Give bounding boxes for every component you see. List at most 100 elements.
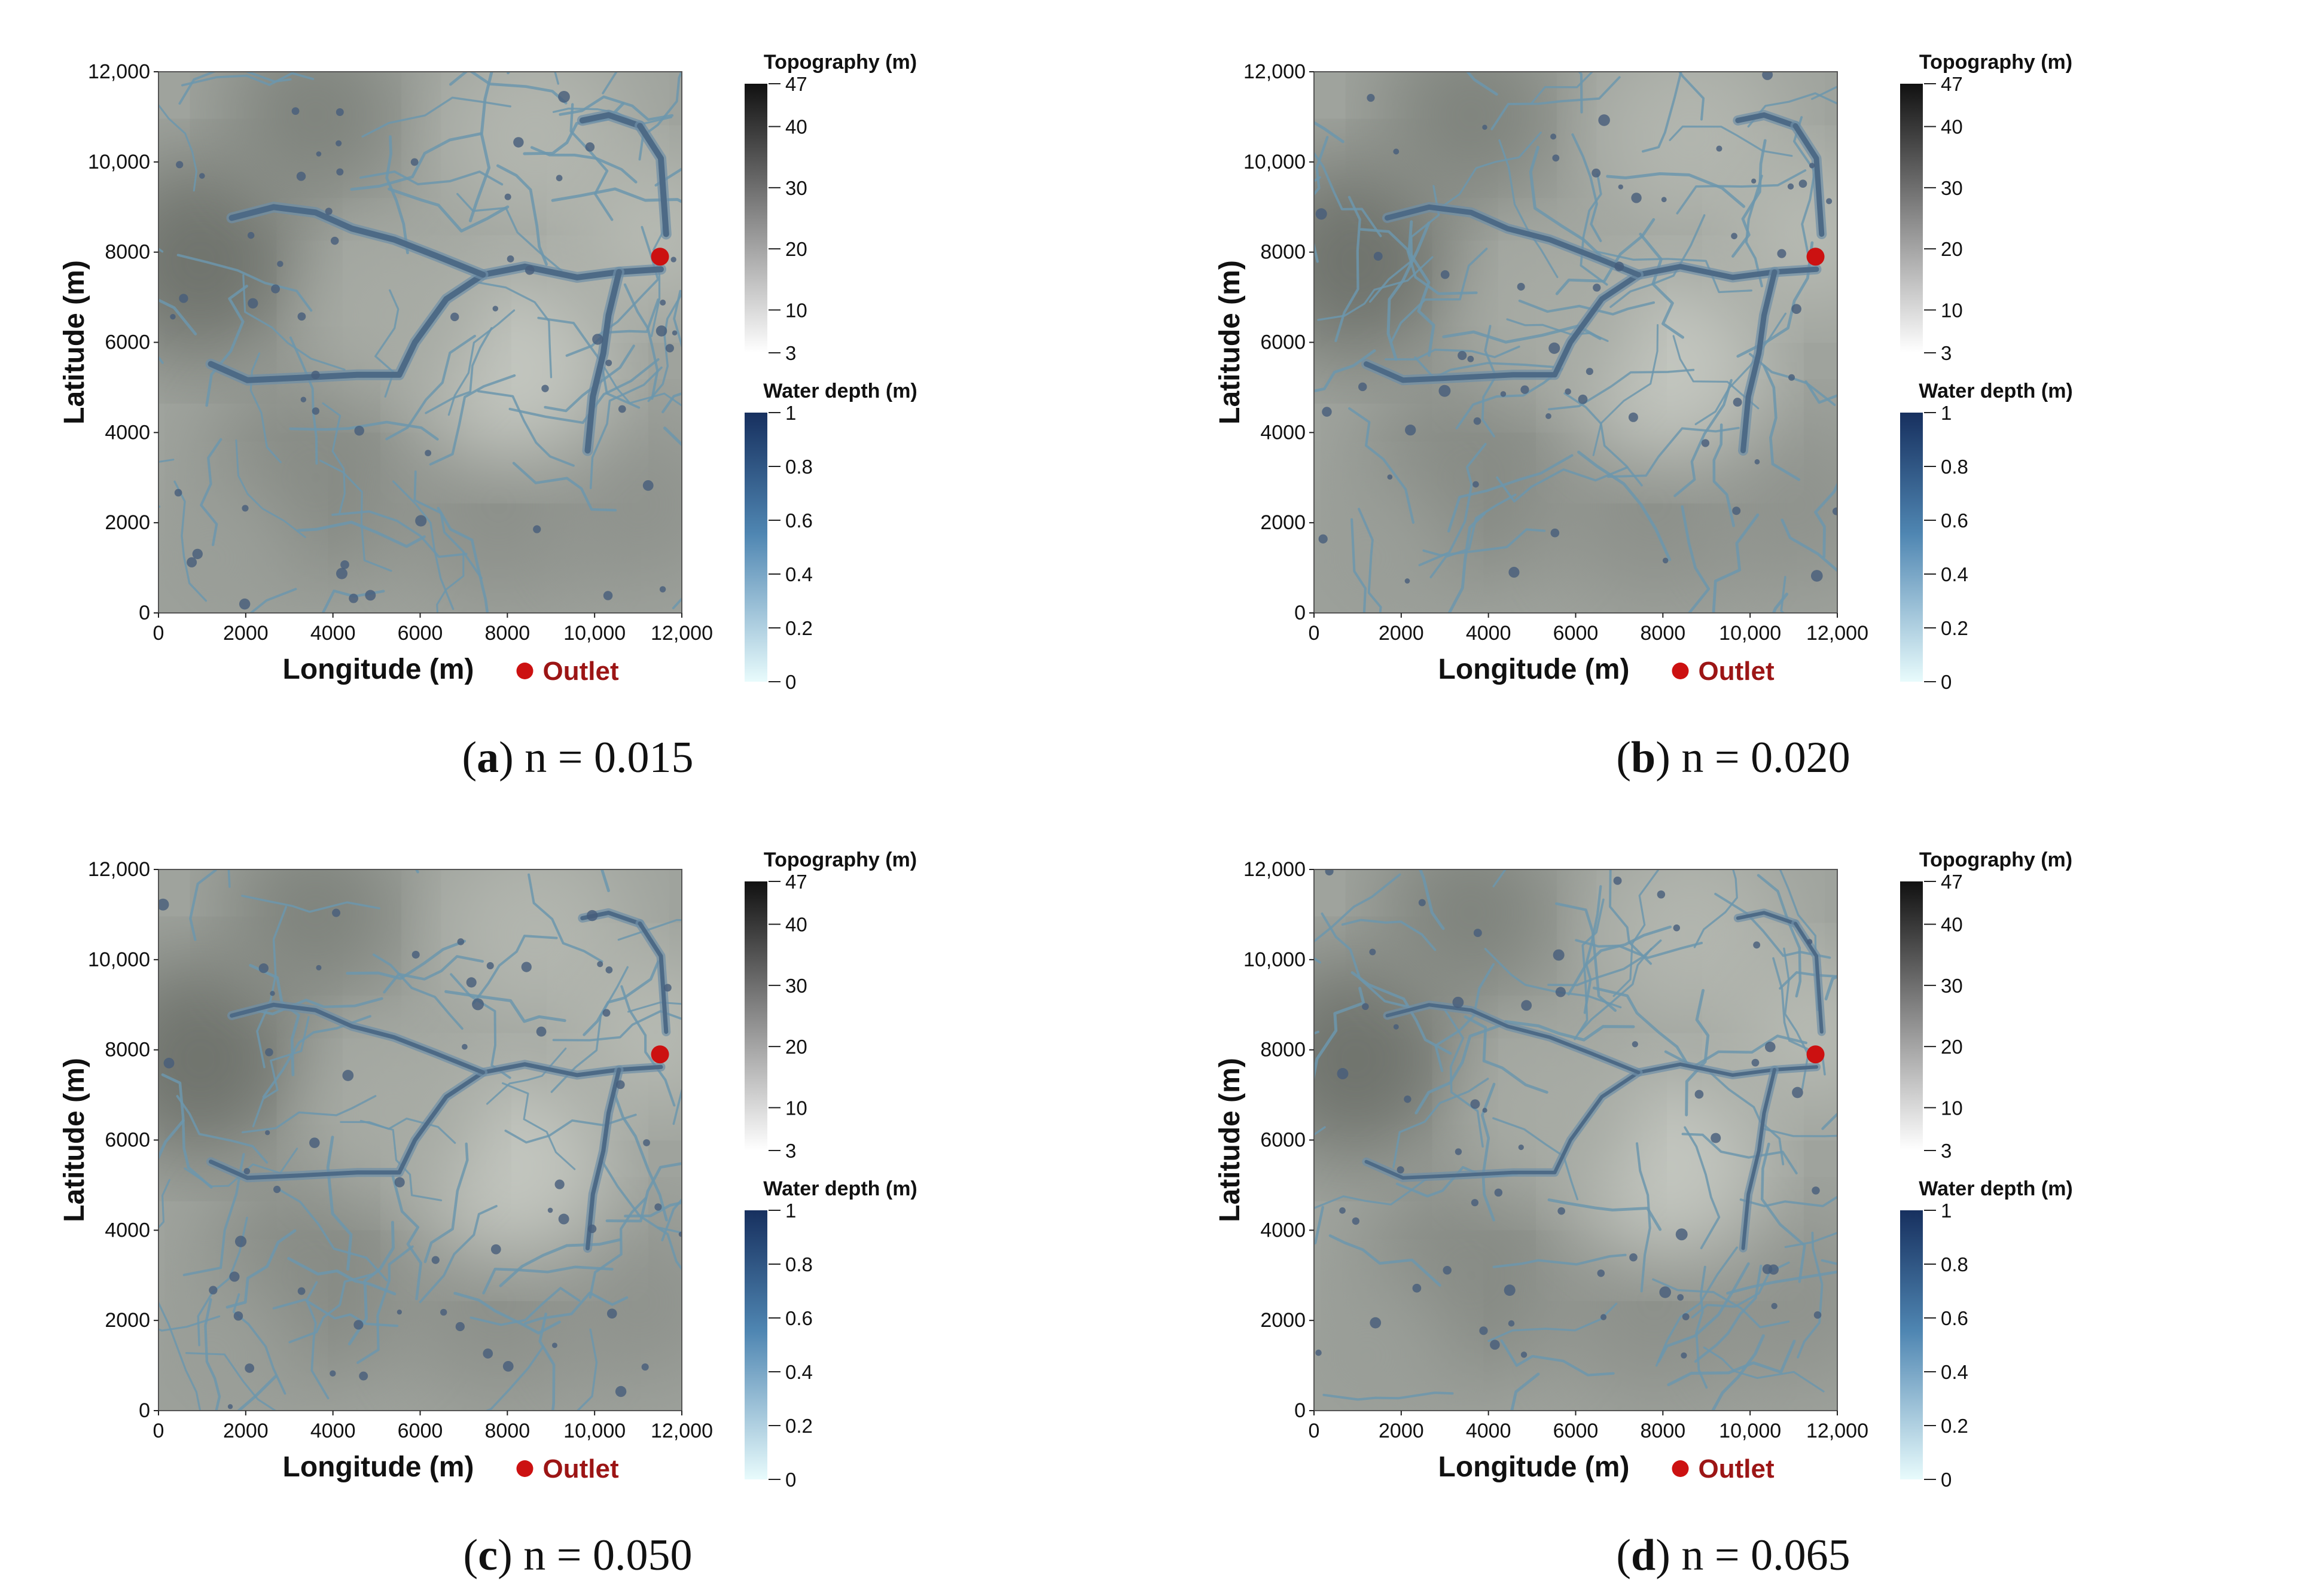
water-depth-colorbar-tick: 0.2 [785,1415,813,1437]
map-svg: 0 2000 4000 6000 8000 10,000 12,000 0 2000 4000 60… [1214,51,2073,693]
outlet-marker [1806,1045,1825,1064]
water-depth-colorbar-tick: 0 [785,1469,796,1491]
x-tick-label: 12,000 [1806,622,1868,645]
y-tick-label: 4000 [1260,1219,1306,1241]
y-tick-label: 0 [139,602,150,624]
panel-a: 0 2000 4000 6000 8000 10,000 12,000 0 2000 4000 60… [0,0,1156,798]
axes: 0 2000 4000 6000 8000 10,000 12,000 0 2000 4000 60… [1214,858,1868,1483]
outlet-marker [651,1045,669,1064]
water-depth-colorbar-tick: 0 [1941,671,1952,693]
x-tick-label: 6000 [1553,622,1599,645]
y-tick-label: 12,000 [88,858,150,881]
y-tick-label: 12,000 [88,60,150,83]
x-tick-label: 2000 [223,622,269,645]
x-tick-label: 8000 [1641,622,1686,645]
y-axis-label: Latitude (m) [59,1058,90,1222]
y-tick-label: 10,000 [88,948,150,971]
x-axis-label: Longitude (m) [1438,1451,1630,1483]
y-axis-label: Latitude (m) [1214,1058,1246,1222]
water-depth-colorbar-tick: 0.6 [785,509,813,532]
topography-colorbar-tick: 30 [1941,975,1963,997]
water-depth-colorbar: Water depth (m)1 0.8 0.6 0.4 0.2 0 [745,380,917,693]
water-depth-colorbar-title: Water depth (m) [1919,380,2073,402]
y-tick-label: 12,000 [1243,858,1306,881]
x-tick-label: 2000 [1379,1420,1424,1442]
y-tick-label: 2000 [105,511,150,534]
water-depth-colorbar-bar [1900,413,1923,682]
panel-caption: (b) n = 0.020 [1616,733,1850,782]
outlet-legend-dot [516,663,533,679]
x-tick-label: 6000 [398,622,443,645]
topography-colorbar-tick: 47 [1941,871,1963,893]
water-depth-colorbar-tick: 0 [785,671,796,693]
panel-d: 0 2000 4000 6000 8000 10,000 12,000 0 2000 4000 60… [1156,798,2311,1595]
topography-colorbar-tick: 3 [785,1140,796,1162]
y-tick-label: 2000 [105,1309,150,1332]
water-depth-colorbar-title: Water depth (m) [763,1177,917,1200]
outlet-legend: Outlet [1672,657,1775,686]
y-tick-label: 4000 [1260,421,1306,444]
topography-colorbar-bar [745,84,767,353]
water-depth-colorbar: Water depth (m)1 0.8 0.6 0.4 0.2 0 [1900,1177,2073,1491]
y-tick-label: 0 [139,1399,150,1422]
topography-colorbar-tick: 30 [785,975,807,997]
y-tick-label: 4000 [105,1219,150,1241]
outlet-legend-label: Outlet [1699,657,1775,686]
topography-colorbar-tick: 47 [1941,73,1963,95]
outlet-legend-dot [1672,663,1689,679]
x-tick-label: 12,000 [651,622,713,645]
outlet-marker [651,248,669,266]
water-depth-colorbar-tick: 1 [1941,402,1952,424]
water-depth-colorbar-bar [745,413,767,682]
x-tick-label: 0 [153,622,164,645]
outlet-legend-label: Outlet [543,1454,619,1484]
x-tick-label: 0 [153,1420,164,1442]
x-axis-label: Longitude (m) [1438,654,1630,685]
x-tick-label: 4000 [1466,1420,1511,1442]
y-tick-label: 8000 [105,1039,150,1061]
y-tick-label: 0 [1294,1399,1306,1422]
x-tick-label: 10,000 [563,1420,626,1442]
water-depth-colorbar-tick: 0.8 [1941,456,1968,478]
stream-network [158,72,682,613]
x-tick-label: 4000 [310,1420,356,1442]
water-depth-colorbar-title: Water depth (m) [763,380,917,402]
map-svg: 0 2000 4000 6000 8000 10,000 12,000 0 2000 4000 60… [59,51,917,693]
water-depth-colorbar-bar [1900,1210,1923,1479]
y-tick-label: 4000 [105,421,150,444]
map-area [158,71,682,614]
water-depth-colorbar-tick: 1 [1941,1200,1952,1222]
y-tick-label: 10,000 [1243,948,1306,971]
topography-colorbar-tick: 30 [1941,177,1963,199]
topography-colorbar-title: Topography (m) [1919,51,2072,74]
outlet-legend-dot [1672,1460,1689,1477]
axes: 0 2000 4000 6000 8000 10,000 12,000 0 2000 4000 60… [59,60,713,685]
topography-colorbar-bar [1900,881,1923,1151]
water-depth-colorbar-tick: 0.8 [785,456,813,478]
water-depth-colorbar-tick: 0.2 [785,617,813,639]
y-tick-label: 6000 [1260,331,1306,354]
y-tick-label: 8000 [1260,1039,1306,1061]
y-tick-label: 10,000 [88,151,150,173]
axes: 0 2000 4000 6000 8000 10,000 12,000 0 2000 4000 60… [59,858,713,1483]
x-tick-label: 8000 [485,1420,531,1442]
topography-colorbar-tick: 30 [785,177,807,199]
water-depth-colorbar-tick: 0.4 [1941,563,1968,585]
outlet-marker [1806,248,1825,266]
x-tick-label: 12,000 [651,1420,713,1442]
water-depth-colorbar-tick: 0.4 [1941,1361,1968,1383]
y-tick-label: 0 [1294,602,1306,624]
panel-caption: (d) n = 0.065 [1616,1531,1850,1580]
topography-colorbar-tick: 10 [1941,299,1963,321]
topography-colorbar-tick: 20 [785,238,807,260]
x-axis-label: Longitude (m) [283,654,474,685]
topography-colorbar-tick: 40 [1941,914,1963,936]
topography-colorbar-tick: 20 [785,1036,807,1058]
water-depth-colorbar: Water depth (m)1 0.8 0.6 0.4 0.2 0 [1900,380,2073,693]
water-depth-colorbar: Water depth (m)1 0.8 0.6 0.4 0.2 0 [745,1177,917,1491]
topography-colorbar: Topography (m)47 40 30 20 10 3 [1900,849,2072,1162]
panel-b: 0 2000 4000 6000 8000 10,000 12,000 0 2000 4000 60… [1156,0,2311,798]
topography-colorbar-tick: 10 [785,1097,807,1119]
water-depth-colorbar-tick: 0.2 [1941,1415,1968,1437]
stream-network [1314,869,1837,1411]
